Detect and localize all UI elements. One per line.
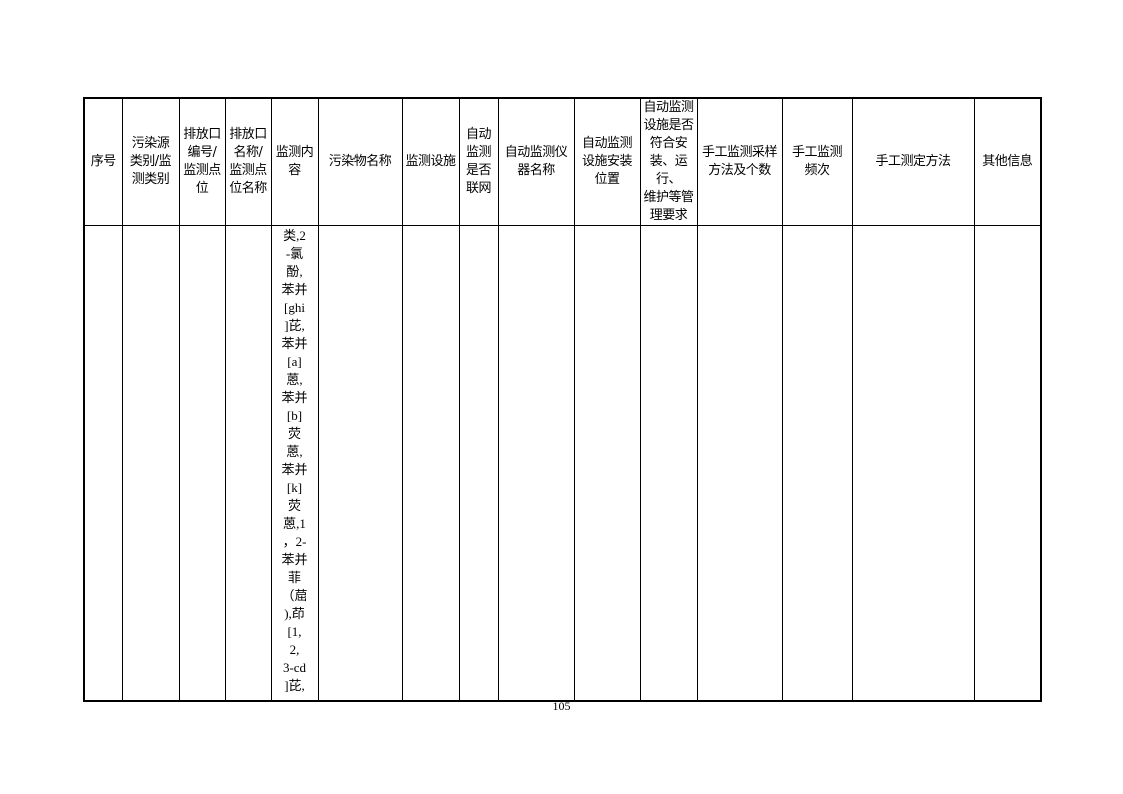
header-monitoring-content: 监测内 容 [270, 97, 319, 226]
cell-serial-number [83, 225, 123, 702]
header-other-info: 其他信息 [973, 97, 1042, 226]
cell-pollutant-name [317, 225, 403, 702]
header-source-category: 污染源 类别/监 测类别 [121, 97, 180, 226]
header-auto-instrument-name: 自动监测仪 器名称 [497, 97, 575, 226]
cell-other-info [973, 225, 1042, 702]
header-manual-method: 手工测定方法 [851, 97, 975, 226]
header-auto-compliance: 自动监测 设施是否 符合安 装、运行、 维护等管 理要求 [639, 97, 698, 226]
header-auto-install-location: 自动监测 设施安装 位置 [573, 97, 641, 226]
header-pollutant-name: 污染物名称 [317, 97, 403, 226]
header-monitoring-facility: 监测设施 [401, 97, 460, 226]
monitoring-table: 序号 污染源 类别/监 测类别 排放口 编号/ 监测点 位 排放口 名称/ 监测… [83, 97, 1042, 702]
cell-source-category [121, 225, 180, 702]
header-outlet-number: 排放口 编号/ 监测点 位 [178, 97, 226, 226]
cell-auto-install-location [573, 225, 641, 702]
cell-auto-networked [458, 225, 499, 702]
cell-auto-compliance [639, 225, 698, 702]
table-row: 类,2 -氯 酚, 苯并 [ghi ]芘, 苯并 [a] 蒽, 苯并 [b] 荧… [83, 225, 1042, 702]
cell-outlet-name [224, 225, 272, 702]
cell-manual-method [851, 225, 975, 702]
header-manual-frequency: 手工监测 频次 [781, 97, 853, 226]
cell-manual-frequency [781, 225, 853, 702]
header-outlet-name: 排放口 名称/ 监测点 位名称 [224, 97, 272, 226]
header-serial-number: 序号 [83, 97, 123, 226]
cell-manual-sampling-method [696, 225, 783, 702]
cell-monitoring-facility [401, 225, 460, 702]
header-auto-networked: 自动 监测 是否 联网 [458, 97, 499, 226]
cell-monitoring-content: 类,2 -氯 酚, 苯并 [ghi ]芘, 苯并 [a] 蒽, 苯并 [b] 荧… [270, 225, 319, 702]
cell-auto-instrument-name [497, 225, 575, 702]
cell-outlet-number [178, 225, 226, 702]
header-row: 序号 污染源 类别/监 测类别 排放口 编号/ 监测点 位 排放口 名称/ 监测… [83, 97, 1042, 226]
page-number: 105 [552, 699, 571, 713]
header-manual-sampling-method: 手工监测采样 方法及个数 [696, 97, 783, 226]
